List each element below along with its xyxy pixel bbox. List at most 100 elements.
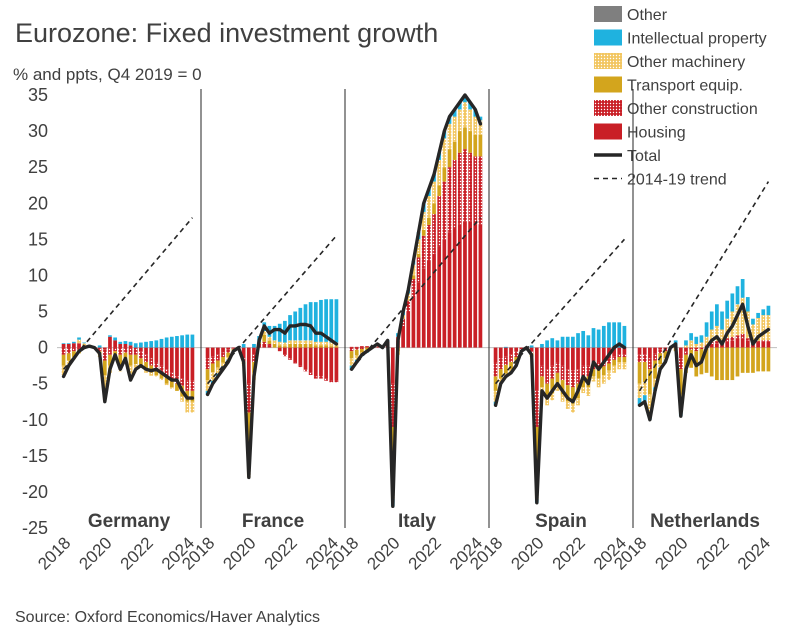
bar-segment-italy-housing: [390, 347, 395, 384]
chart-subtitle: % and ppts, Q4 2019 = 0: [13, 65, 202, 84]
bar-segment-spain-ip: [617, 322, 622, 348]
bar-segment-germany-other_construction: [118, 347, 123, 355]
bar-segment-france-housing: [329, 347, 334, 381]
bar-segment-germany-other_construction: [159, 365, 164, 373]
bar-segment-netherlands-other_construction: [689, 347, 693, 350]
bar-segment-germany-housing: [164, 347, 169, 370]
bar-segment-france-ip: [324, 299, 328, 342]
bar-segment-germany-other_construction: [164, 369, 169, 377]
bar-segment-netherlands-housing: [694, 347, 699, 350]
bar-segment-germany-machinery: [61, 365, 66, 376]
bar-segment-netherlands-machinery: [735, 304, 740, 336]
bar-segment-italy-housing: [437, 246, 442, 348]
bar-segment-france-ip: [277, 323, 282, 342]
bar-segment-france-ip: [252, 343, 256, 348]
bar-segment-netherlands-machinery: [725, 318, 730, 339]
bar-segment-france-machinery: [293, 340, 298, 344]
bar-segment-france-machinery: [303, 340, 308, 344]
bar-segment-italy-transport: [354, 349, 359, 356]
bar-segment-germany-transport: [175, 383, 179, 391]
bar-segment-spain-housing: [571, 347, 575, 371]
bar-segment-netherlands-housing: [735, 338, 740, 348]
bar-segment-spain-other_construction: [622, 354, 627, 357]
legend-label: Total: [627, 148, 661, 165]
bar-segment-france-other_construction: [298, 365, 303, 368]
bar-segment-netherlands-transport: [730, 347, 735, 381]
bar-segment-spain-housing: [498, 347, 503, 359]
bar-segment-spain-transport: [509, 362, 513, 370]
bar-segment-italy-other_construction: [360, 347, 364, 350]
bar-segment-italy-other_construction: [478, 156, 483, 225]
x-tick-label: 2020: [507, 533, 547, 573]
bar-segment-germany-ip: [159, 338, 164, 348]
bar-segment-germany-housing: [102, 347, 107, 350]
trend-line-italy: [350, 217, 482, 370]
bar-segment-france-housing: [267, 345, 272, 348]
bar-segment-germany-transport: [164, 376, 169, 384]
total-line-italy: [349, 93, 483, 509]
bar-segment-spain-ip: [607, 322, 611, 348]
bar-segment-italy-housing: [349, 346, 354, 348]
bar-segment-italy-transport: [421, 229, 426, 236]
bar-segment-italy-housing: [432, 253, 436, 348]
bar-segment-italy-other_construction: [427, 224, 431, 261]
bar-segment-spain-housing: [591, 347, 596, 363]
bar-segment-germany-transport: [154, 369, 159, 375]
legend-swatch: [594, 100, 622, 116]
panel-label-italy: Italy: [398, 511, 436, 532]
trend-line-france: [206, 235, 338, 385]
bar-segment-spain-transport: [591, 369, 596, 377]
bar-segment-italy-housing: [416, 282, 421, 348]
bar-segment-netherlands-transport: [684, 354, 688, 373]
bar-segment-spain-ip: [571, 336, 575, 348]
bar-segment-france-other_construction: [267, 343, 272, 346]
bar-segment-germany-machinery: [77, 339, 81, 344]
bar-segment-italy-other_construction: [416, 257, 421, 283]
bar-segment-netherlands-ip: [689, 333, 693, 341]
bar-segment-italy-housing: [473, 224, 478, 348]
bar-segment-spain-other_construction: [550, 365, 555, 379]
bar-segment-spain-ip: [591, 328, 596, 348]
bar-segment-germany-housing: [159, 347, 164, 366]
bar-segment-france-machinery: [319, 341, 323, 346]
bar-segment-spain-transport: [498, 369, 503, 379]
bar-segment-netherlands-machinery: [658, 364, 663, 368]
bar-segment-spain-transport: [504, 364, 508, 374]
bar-segment-netherlands-housing: [740, 338, 745, 348]
legend-item-other-construction: Other construction: [594, 100, 758, 118]
bar-segment-france-transport: [283, 346, 287, 348]
bar-segment-germany-ip: [61, 343, 66, 344]
total-line-netherlands: [637, 302, 771, 422]
legend-swatch: [594, 123, 622, 140]
bar-segment-france-housing: [262, 343, 267, 348]
bar-segment-germany-machinery: [180, 396, 184, 402]
plot-area: [57, 89, 777, 528]
bar-segment-italy-machinery: [349, 358, 354, 366]
legend-item-2014-19-trend: 2014-19 trend: [594, 172, 727, 189]
bar-segment-spain-housing: [576, 347, 580, 370]
bar-segment-netherlands-machinery: [756, 318, 760, 342]
bar-segment-spain-other_construction: [571, 370, 575, 388]
bar-segment-netherlands-ip: [745, 297, 750, 312]
bar-segment-netherlands-machinery: [648, 394, 652, 413]
bar-segment-spain-housing: [519, 347, 524, 350]
bar-segment-germany-transport: [128, 354, 133, 366]
bar-segment-france-housing: [334, 347, 339, 381]
bar-segment-spain-housing: [555, 347, 560, 363]
bar-segment-spain-ip: [560, 336, 565, 348]
bar-segment-spain-machinery: [607, 370, 611, 381]
bar-segment-france-transport: [205, 369, 210, 381]
y-tick-label: 10: [28, 265, 48, 285]
bar-segment-france-ip: [319, 299, 323, 342]
bar-segment-spain-other_construction: [607, 358, 611, 364]
bar-segment-france-other_construction: [210, 356, 215, 364]
bar-segment-netherlands-transport: [642, 362, 647, 383]
bar-segment-spain-machinery: [571, 403, 575, 413]
bar-segment-italy-housing: [360, 346, 364, 348]
bar-segment-netherlands-machinery: [689, 340, 693, 348]
bar-segment-france-housing: [210, 347, 215, 357]
bar-segment-netherlands-transport: [648, 369, 652, 395]
bar-segment-germany-housing: [128, 345, 133, 348]
bar-segment-france-housing: [216, 347, 220, 355]
bar-segment-germany-ip: [144, 341, 148, 348]
